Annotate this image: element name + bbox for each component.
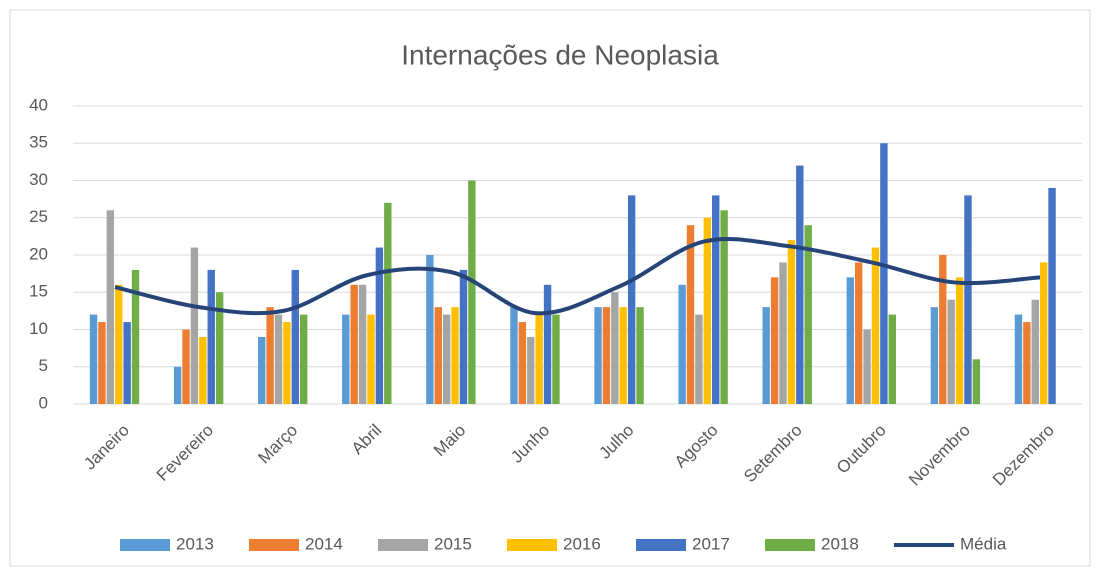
y-tick-label: 30 [29, 170, 48, 189]
bar [350, 284, 358, 404]
bar [199, 336, 207, 404]
legend-label: 2017 [692, 534, 730, 553]
bar [695, 314, 703, 404]
bar [384, 202, 392, 404]
bar [796, 165, 804, 404]
bar [543, 284, 552, 404]
legend-label: Média [960, 534, 1007, 553]
y-tick-label: 10 [29, 319, 48, 338]
bar [770, 277, 779, 404]
bar [442, 314, 451, 404]
bar [131, 269, 140, 404]
bar [972, 359, 981, 404]
bar [880, 143, 888, 404]
bar [627, 195, 636, 404]
bar [258, 336, 266, 404]
bar [207, 269, 215, 404]
legend-label: 2015 [434, 534, 472, 553]
y-tick-label: 25 [29, 207, 48, 226]
bar [375, 247, 384, 404]
bar [678, 284, 686, 404]
y-tick-label: 35 [29, 133, 48, 152]
bar [182, 329, 190, 404]
bar [619, 307, 627, 404]
bar [703, 217, 712, 404]
bar [552, 314, 560, 404]
legend-swatch [378, 539, 428, 551]
bar [947, 299, 955, 404]
bar [1014, 314, 1023, 404]
bar [89, 314, 98, 404]
bar [535, 314, 543, 404]
bar [283, 322, 291, 404]
bar [804, 225, 812, 404]
legend-swatch [765, 539, 815, 551]
bar [787, 240, 796, 404]
y-tick-label: 40 [29, 95, 48, 114]
bar [939, 255, 947, 404]
y-tick-label: 0 [39, 393, 48, 412]
legend-swatch [507, 539, 557, 551]
bar [762, 307, 770, 404]
legend-swatch [636, 539, 686, 551]
legend-label: 2016 [563, 534, 601, 553]
bar [930, 307, 939, 404]
bar [863, 329, 871, 404]
bar [964, 195, 972, 404]
bar [266, 307, 274, 404]
bar [527, 336, 535, 404]
legend-label: 2018 [821, 534, 859, 553]
y-tick-label: 15 [29, 282, 48, 301]
bar [98, 322, 106, 404]
chart-title: Internações de Neoplasia [401, 39, 719, 70]
y-tick-label: 20 [29, 244, 48, 263]
bar [1039, 262, 1048, 404]
y-tick-label: 5 [39, 356, 48, 375]
bar [518, 322, 527, 404]
bar [426, 255, 434, 404]
bar [274, 314, 283, 404]
bar [871, 247, 880, 404]
bar [854, 262, 863, 404]
bar [173, 366, 182, 404]
line [114, 236, 1041, 316]
bar [367, 314, 375, 404]
bar [510, 307, 518, 404]
bar [720, 210, 728, 404]
bar [434, 307, 442, 404]
bar [123, 322, 131, 404]
bar [846, 277, 854, 404]
legend-label: 2013 [176, 534, 214, 553]
bar [468, 180, 476, 404]
bar [686, 225, 695, 404]
bar [1023, 322, 1031, 404]
bar [888, 314, 896, 404]
legend-swatch [120, 539, 170, 551]
bar [300, 314, 308, 404]
bar [358, 284, 367, 404]
bar [451, 307, 459, 404]
legend-swatch [249, 539, 299, 551]
bar [779, 262, 787, 404]
bar [115, 284, 123, 404]
bar [611, 292, 619, 404]
bar [955, 277, 964, 404]
bar [594, 307, 602, 404]
bar [636, 307, 644, 404]
bar [291, 269, 300, 404]
bar [602, 307, 611, 404]
bar [459, 269, 468, 404]
bar [1048, 187, 1056, 404]
bar [712, 195, 720, 404]
bar [1031, 299, 1039, 404]
bar [190, 247, 199, 404]
bar [106, 210, 115, 404]
bar [215, 292, 224, 404]
legend-label: 2014 [305, 534, 343, 553]
bar [342, 314, 350, 404]
